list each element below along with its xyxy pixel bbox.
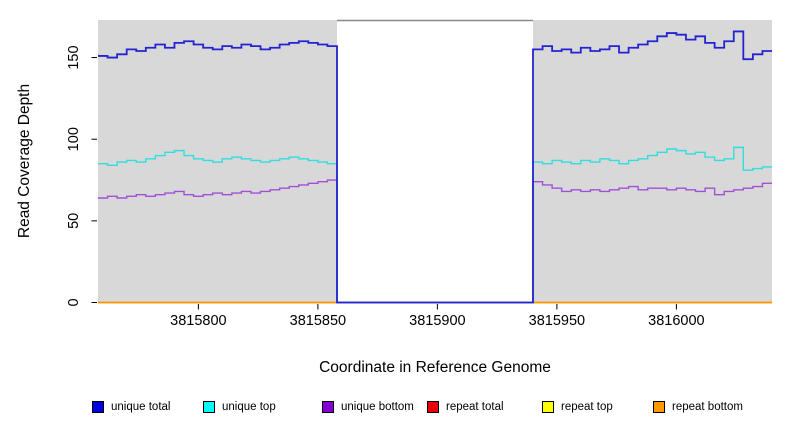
- legend-label: unique total: [111, 400, 171, 413]
- legend-label: repeat top: [561, 400, 613, 413]
- legend-swatch-icon: [653, 400, 665, 413]
- x-tick-label: 3815900: [409, 313, 465, 329]
- x-tick-label: 3815800: [170, 313, 226, 329]
- legend-swatch-icon: [203, 400, 215, 413]
- legend-item-unique-total: unique total: [92, 400, 170, 413]
- plot-area: 3815800 3815850 3815900 3815950 3816000 0 50 10…: [16, 19, 772, 376]
- series-line-unique-total: [98, 30, 772, 304]
- y-tick-label: 50: [66, 213, 82, 229]
- y-axis-title: Read Coverage Depth: [16, 84, 33, 238]
- legend-item-unique-bottom: unique bottom: [322, 400, 414, 413]
- shaded-region: [532, 20, 772, 304]
- x-tick-label: 3815950: [529, 313, 585, 329]
- legend-label: unique bottom: [341, 400, 414, 413]
- legend-swatch-icon: [427, 400, 439, 413]
- y-tick-label: 0: [66, 298, 82, 306]
- legend-item-unique-top: unique top: [203, 400, 276, 413]
- legend-item-repeat-bottom: repeat bottom: [653, 400, 743, 413]
- x-tick-label: 3816000: [648, 313, 704, 329]
- x-tick-label: 3815850: [290, 313, 346, 329]
- y-tick-label: 150: [66, 45, 82, 69]
- legend-label: repeat total: [446, 400, 504, 413]
- legend-swatch-icon: [542, 400, 554, 413]
- masked-region: [337, 20, 533, 304]
- legend-label: repeat bottom: [672, 400, 743, 413]
- y-tick-label: 100: [66, 127, 82, 151]
- x-axis-title: Coordinate in Reference Genome: [319, 359, 551, 376]
- legend-item-repeat-top: repeat top: [542, 400, 613, 413]
- legend-label: unique top: [222, 400, 276, 413]
- legend-swatch-icon: [92, 400, 104, 413]
- legend-swatch-icon: [322, 400, 334, 413]
- legend-item-repeat-total: repeat total: [427, 400, 504, 413]
